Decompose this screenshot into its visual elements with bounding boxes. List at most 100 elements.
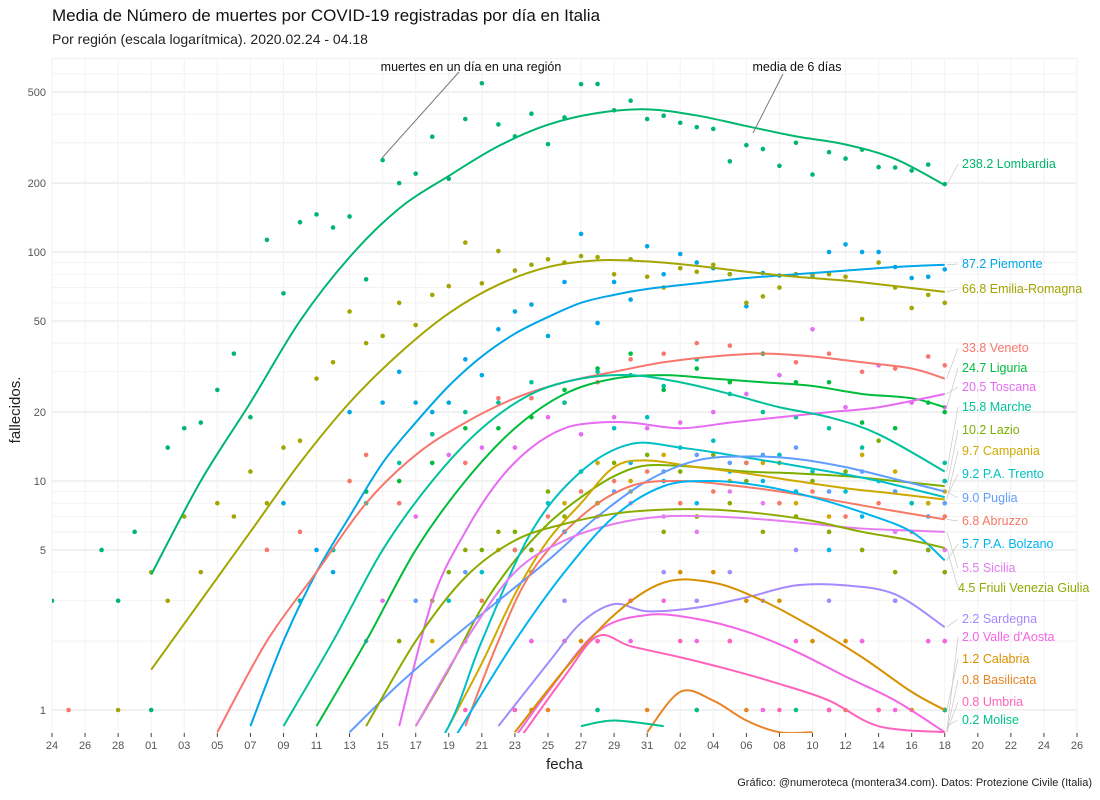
data-point-lombardia	[248, 414, 253, 420]
data-point-piemonte	[578, 231, 584, 237]
data-point-liguria	[562, 387, 567, 393]
data-point-emilia-romagna	[165, 598, 171, 604]
data-point-puglia	[727, 460, 733, 466]
series-line-valle-d-aosta	[516, 613, 946, 733]
data-point-valle-d-aosta	[942, 638, 948, 644]
data-point-lombardia	[810, 172, 815, 177]
label-leader-line	[946, 429, 959, 487]
y-tick-label: 200	[28, 178, 46, 190]
data-point-valle-d-aosta	[694, 638, 700, 644]
data-point-toscana	[843, 404, 848, 410]
data-point-campania	[892, 469, 898, 474]
data-point-toscana	[446, 452, 452, 458]
data-point-p-a-bolzano	[760, 478, 766, 484]
data-point-emilia-romagna	[413, 322, 419, 328]
data-point-lombardia	[595, 81, 600, 87]
y-tick-label: 100	[28, 247, 46, 259]
x-tick-label: 08	[773, 740, 785, 752]
data-point-lombardia	[181, 425, 187, 431]
label-leader-line	[946, 543, 959, 561]
data-point-umbria	[826, 707, 832, 713]
series-end-label: 9.0 Puglia	[962, 491, 1018, 505]
data-point-lazio	[744, 478, 749, 484]
data-point-sicilia	[760, 500, 766, 506]
data-point-friuli-venezia-giulia	[463, 547, 468, 553]
data-point-liguria	[463, 425, 468, 431]
data-point-marche	[595, 369, 600, 375]
series-line-p-a-trento	[443, 441, 945, 733]
data-point-piemonte	[446, 400, 452, 405]
data-point-abruzzo	[545, 514, 551, 519]
data-point-lombardia	[545, 141, 551, 147]
data-point-lazio	[876, 438, 881, 444]
y-tick-label: 500	[28, 87, 46, 99]
label-leader-line	[946, 386, 959, 395]
data-point-piemonte	[281, 500, 286, 506]
data-point-emilia-romagna	[925, 292, 931, 298]
series-end-label: 10.2 Lazio	[962, 423, 1020, 437]
data-point-sardegna	[562, 598, 567, 604]
data-point-lombardia	[760, 146, 766, 152]
data-point-emilia-romagna	[264, 500, 270, 506]
data-point-valle-d-aosta	[661, 598, 666, 604]
label-leader-line	[946, 547, 959, 589]
label-leader-line	[946, 658, 959, 711]
data-point-lombardia	[99, 547, 104, 553]
data-point-piemonte	[314, 547, 319, 553]
data-point-veneto	[727, 343, 733, 348]
data-point-valle-d-aosta	[793, 638, 799, 644]
data-point-p-a-bolzano	[694, 500, 700, 506]
data-point-marche	[529, 379, 534, 385]
data-point-piemonte	[429, 409, 435, 415]
data-point-valle-d-aosta	[925, 638, 931, 644]
data-point-emilia-romagna	[595, 254, 600, 260]
data-point-emilia-romagna	[297, 438, 303, 444]
x-tick-label: 28	[112, 740, 124, 752]
data-point-puglia	[413, 598, 419, 604]
data-point-basilicata	[744, 707, 749, 713]
data-point-valle-d-aosta	[760, 707, 766, 713]
data-point-friuli-venezia-giulia	[562, 514, 567, 519]
label-leader-line	[946, 519, 959, 522]
data-point-lombardia	[892, 165, 898, 170]
data-point-piemonte	[347, 409, 352, 415]
data-point-lazio	[644, 452, 650, 458]
data-point-sardegna	[826, 598, 832, 604]
data-point-emilia-romagna	[694, 269, 700, 275]
data-point-lombardia	[148, 707, 154, 713]
data-point-friuli-venezia-giulia	[760, 529, 766, 535]
data-point-toscana	[611, 414, 617, 420]
data-point-puglia	[463, 569, 468, 575]
data-point-umbria	[677, 638, 683, 644]
data-point-lombardia	[396, 180, 402, 186]
x-tick-label: 16	[906, 740, 918, 752]
x-tick-label: 17	[410, 740, 422, 752]
data-point-campania	[925, 500, 931, 506]
data-point-emilia-romagna	[826, 271, 832, 277]
data-point-lombardia	[264, 237, 270, 243]
y-tick-label: 10	[34, 476, 46, 488]
data-point-lombardia	[777, 163, 782, 169]
annotation-average-label: media de 6 días	[753, 60, 842, 74]
x-tick-label: 13	[343, 740, 355, 752]
x-tick-label: 31	[641, 740, 653, 752]
data-point-liguria	[429, 460, 435, 466]
series-end-label: 0.8 Basilicata	[962, 673, 1036, 687]
data-point-friuli-venezia-giulia	[396, 638, 402, 644]
data-point-lombardia	[826, 149, 832, 155]
data-point-lombardia	[297, 219, 303, 225]
data-point-friuli-venezia-giulia	[925, 547, 931, 553]
data-point-veneto	[942, 363, 948, 368]
data-point-sicilia	[694, 529, 700, 535]
data-point-valle-d-aosta	[859, 638, 865, 644]
x-tick-label: 27	[575, 740, 587, 752]
data-point-p-a-trento	[446, 598, 452, 604]
data-point-emilia-romagna	[512, 268, 518, 273]
data-point-lazio	[446, 569, 452, 575]
data-point-p-a-trento	[777, 452, 782, 458]
series-end-label: 5.5 Sicilia	[962, 561, 1016, 575]
data-point-piemonte	[826, 249, 832, 255]
data-point-lazio	[810, 478, 815, 484]
data-point-valle-d-aosta	[892, 707, 898, 713]
